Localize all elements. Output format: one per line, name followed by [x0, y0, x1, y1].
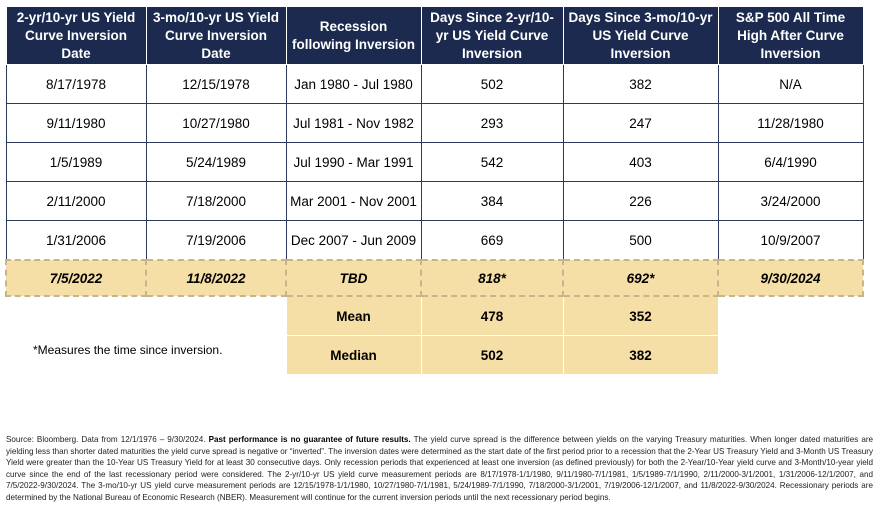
- blank-cell: [146, 296, 286, 336]
- table-cell: 1/31/2006: [5, 220, 147, 261]
- table-row: 2/11/2000 7/18/2000 Mar 2001 - Nov 2001 …: [5, 181, 864, 221]
- table-cell: N/A: [717, 64, 864, 104]
- table-cell: 382: [562, 64, 719, 104]
- table-cell: 542: [420, 142, 564, 182]
- table-cell: 11/28/1980: [717, 103, 864, 143]
- table-row: 9/11/1980 10/27/1980 Jul 1981 - Nov 1982…: [5, 103, 864, 143]
- table-cell: 7/18/2000: [145, 181, 287, 221]
- table-cell: 226: [562, 181, 719, 221]
- header-sp500-all-time-high: S&P 500 All Time High After Curve Invers…: [717, 6, 864, 65]
- table-cell: Jul 1990 - Mar 1991: [285, 142, 422, 182]
- table-cell: 5/24/1989: [145, 142, 287, 182]
- current-sp500-high: 9/30/2024: [717, 259, 864, 297]
- table-cell: 384: [420, 181, 564, 221]
- table-cell: 403: [562, 142, 719, 182]
- median-label: Median: [285, 335, 422, 375]
- table-cell: 502: [420, 64, 564, 104]
- current-inversion-row: 7/5/2022 11/8/2022 TBD 818* 692* 9/30/20…: [5, 259, 864, 297]
- current-3mo-10yr-date: 11/8/2022: [145, 259, 287, 297]
- source-prefix: Source: Bloomberg. Data from 12/1/1976 –…: [6, 435, 206, 444]
- table-cell: 293: [420, 103, 564, 143]
- source-note: Source: Bloomberg. Data from 12/1/1976 –…: [6, 434, 873, 504]
- blank-cell: [718, 296, 863, 336]
- table-cell: 2/11/2000: [5, 181, 147, 221]
- blank-cell: [6, 296, 146, 336]
- header-days-since-3mo-10yr: Days Since 3-mo/10-yr US Yield Curve Inv…: [562, 6, 719, 65]
- header-row: 2-yr/10-yr US Yield Curve Inversion Date…: [5, 6, 864, 65]
- table-cell: 7/19/2006: [145, 220, 287, 261]
- footnote: *Measures the time since inversion.: [33, 343, 223, 357]
- median-row: Median 502 382: [6, 335, 863, 375]
- table-cell: Dec 2007 - Jun 2009: [285, 220, 422, 261]
- header-recession-following: Recession following Inversion: [285, 6, 422, 65]
- mean-label: Mean: [285, 295, 422, 336]
- table-cell: Jan 1980 - Jul 1980: [285, 64, 422, 104]
- table-cell: Jul 1981 - Nov 1982: [285, 103, 422, 143]
- mean-days-3mo-10yr: 352: [562, 295, 719, 336]
- table-cell: 10/9/2007: [717, 220, 864, 261]
- table-cell: Mar 2001 - Nov 2001: [285, 181, 422, 221]
- median-days-3mo-10yr: 382: [562, 335, 719, 375]
- mean-row: Mean 478 352: [6, 295, 863, 336]
- table-cell: 12/15/1978: [145, 64, 287, 104]
- table-cell: 500: [562, 220, 719, 261]
- current-days-2yr-10yr: 818*: [420, 259, 564, 297]
- table-cell: 10/27/1980: [145, 103, 287, 143]
- table-cell: 9/11/1980: [5, 103, 147, 143]
- table-row: 1/31/2006 7/19/2006 Dec 2007 - Jun 2009 …: [5, 220, 864, 261]
- header-3mo-10yr-inversion-date: 3-mo/10-yr US Yield Curve Inversion Date: [145, 6, 287, 65]
- table-row: 8/17/1978 12/15/1978 Jan 1980 - Jul 1980…: [5, 64, 864, 104]
- blank-cell: [718, 336, 863, 375]
- disclaimer: Past performance is no guarantee of futu…: [208, 435, 411, 444]
- source-body: The yield curve spread is the difference…: [6, 435, 874, 502]
- mean-days-2yr-10yr: 478: [420, 295, 564, 336]
- table-cell: 3/24/2000: [717, 181, 864, 221]
- table-cell: 6/4/1990: [717, 142, 864, 182]
- yield-curve-inversion-table: 2-yr/10-yr US Yield Curve Inversion Date…: [5, 6, 864, 375]
- median-days-2yr-10yr: 502: [420, 335, 564, 375]
- current-recession: TBD: [285, 259, 422, 297]
- current-2yr-10yr-date: 7/5/2022: [5, 259, 147, 297]
- table-row: 1/5/1989 5/24/1989 Jul 1990 - Mar 1991 5…: [5, 142, 864, 182]
- header-2yr-10yr-inversion-date: 2-yr/10-yr US Yield Curve Inversion Date: [5, 6, 147, 65]
- table-cell: 669: [420, 220, 564, 261]
- current-days-3mo-10yr: 692*: [562, 259, 719, 297]
- header-days-since-2yr-10yr: Days Since 2-yr/10-yr US Yield Curve Inv…: [420, 6, 564, 65]
- table-cell: 1/5/1989: [5, 142, 147, 182]
- table-cell: 8/17/1978: [5, 64, 147, 104]
- table-cell: 247: [562, 103, 719, 143]
